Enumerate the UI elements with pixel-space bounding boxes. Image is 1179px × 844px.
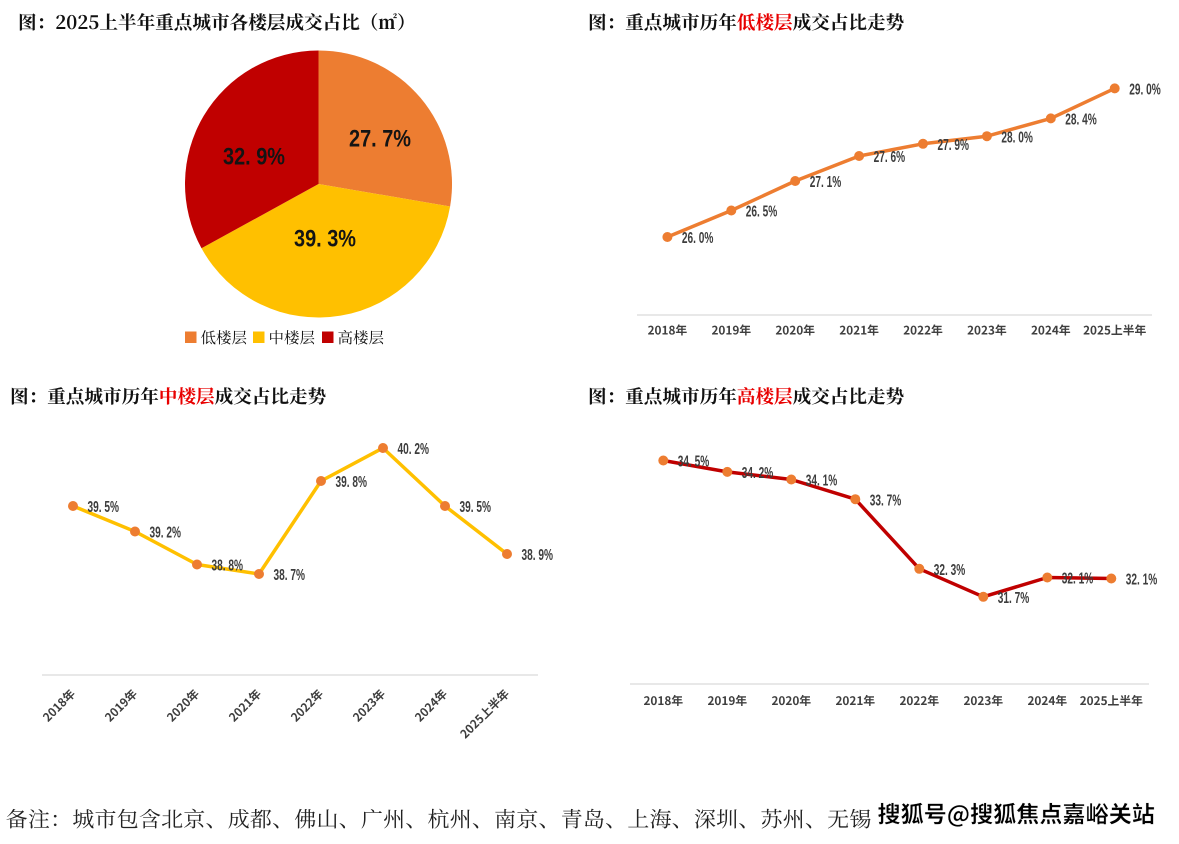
svg-text:27. 1%: 27. 1%	[810, 174, 842, 191]
svg-text:27. 7%: 27. 7%	[349, 126, 411, 153]
svg-text:39. 8%: 39. 8%	[336, 474, 368, 491]
svg-text:28. 4%: 28. 4%	[1065, 112, 1097, 129]
svg-text:39. 3%: 39. 3%	[294, 226, 356, 253]
svg-text:32. 1%: 32. 1%	[1126, 572, 1158, 589]
svg-text:38. 9%: 38. 9%	[522, 547, 554, 564]
svg-text:33. 7%: 33. 7%	[870, 492, 902, 509]
svg-text:38. 8%: 38. 8%	[212, 558, 244, 575]
svg-text:34. 1%: 34. 1%	[806, 473, 838, 490]
svg-text:27. 9%: 27. 9%	[938, 137, 970, 154]
svg-text:39. 5%: 39. 5%	[460, 499, 492, 516]
svg-text:27. 6%: 27. 6%	[874, 149, 906, 166]
svg-text:26. 5%: 26. 5%	[746, 204, 778, 221]
svg-text:31. 7%: 31. 7%	[998, 590, 1030, 607]
svg-text:34. 2%: 34. 2%	[742, 465, 774, 482]
svg-text:39. 5%: 39. 5%	[88, 499, 120, 516]
svg-text:34. 5%: 34. 5%	[678, 454, 710, 471]
svg-text:40. 2%: 40. 2%	[398, 441, 430, 458]
svg-text:29. 0%: 29. 0%	[1129, 82, 1161, 99]
svg-text:28. 0%: 28. 0%	[1001, 129, 1033, 146]
svg-text:26. 0%: 26. 0%	[682, 230, 714, 247]
svg-text:32. 3%: 32. 3%	[934, 562, 966, 579]
svg-text:38. 7%: 38. 7%	[274, 567, 306, 584]
svg-text:39. 2%: 39. 2%	[150, 525, 182, 542]
svg-text:32. 9%: 32. 9%	[223, 144, 285, 171]
svg-text:32. 1%: 32. 1%	[1062, 571, 1094, 588]
